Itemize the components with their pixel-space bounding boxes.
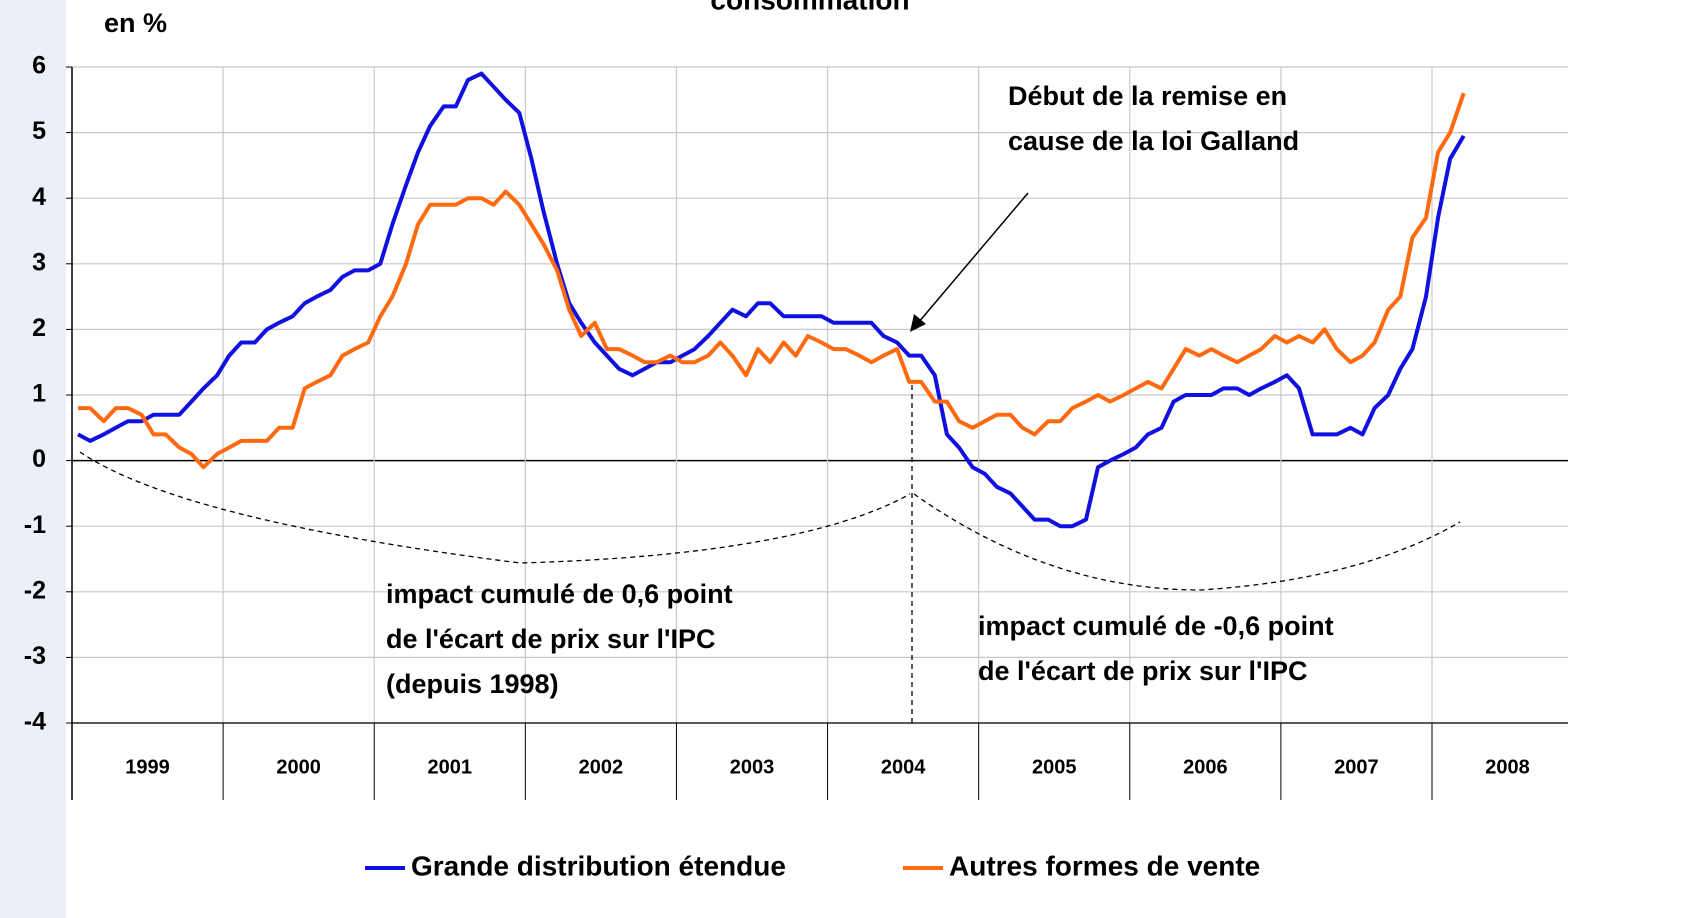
annotation: Début de la remise en (1008, 81, 1287, 111)
x-tick-label: 2001 (428, 756, 473, 778)
annotation: de l'écart de prix sur l'IPC (978, 656, 1307, 686)
x-tick-label: 2007 (1334, 756, 1379, 778)
arrow (917, 192, 1029, 324)
y-tick-label: 4 (32, 183, 46, 211)
x-tick-label: 2000 (276, 756, 321, 778)
y-tick-label: 2 (32, 314, 46, 342)
legend-label: Autres formes de vente (949, 850, 1260, 881)
y-tick-label: -2 (24, 576, 46, 604)
legend-label: Grande distribution étendue (411, 850, 786, 881)
annotation: cause de la loi Galland (1008, 126, 1299, 156)
x-tick-label: 2008 (1485, 756, 1530, 778)
y-tick-label: -3 (24, 642, 46, 670)
series-line (77, 71, 1466, 529)
trend-curve (913, 493, 1461, 591)
x-tick-label: 2003 (730, 756, 775, 778)
y-tick-label: 1 (32, 380, 46, 408)
y-tick-label: -1 (24, 511, 46, 539)
trend-curve (79, 451, 911, 564)
annotation: (depuis 1998) (386, 669, 559, 699)
chart-title: consommation (710, 0, 909, 15)
x-tick-label: 1999 (125, 756, 170, 778)
legend: Grande distribution étendue Autres formes… (365, 850, 1260, 881)
x-tick-label: 2005 (1032, 756, 1077, 778)
lines (77, 71, 1466, 529)
annotation: impact cumulé de 0,6 point (386, 579, 733, 609)
y-tick-label: 0 (32, 445, 46, 473)
side-strip (0, 0, 66, 918)
y-tick-label: 6 (32, 52, 46, 80)
arrow-head (910, 314, 926, 332)
x-tick-label: 2004 (881, 756, 926, 778)
x-tick-label: 2002 (579, 756, 624, 778)
annotation: de l'écart de prix sur l'IPC (386, 624, 715, 654)
series-line (78, 92, 1466, 470)
x-tick-label: 2006 (1183, 756, 1228, 778)
y-axis-label: en % (104, 8, 167, 38)
grid: -4 -3 -2 -1 0 1 2 3 4 5 6 1999 2000 2001 2002 2003 2004 2… (24, 52, 1568, 800)
y-tick-label: -4 (24, 708, 46, 736)
y-tick-label: 3 (32, 248, 46, 276)
y-tick-label: 5 (32, 117, 46, 145)
annotation: impact cumulé de -0,6 point (978, 611, 1334, 641)
annotations: Début de la remise en cause de la loi Gal… (386, 81, 1334, 699)
